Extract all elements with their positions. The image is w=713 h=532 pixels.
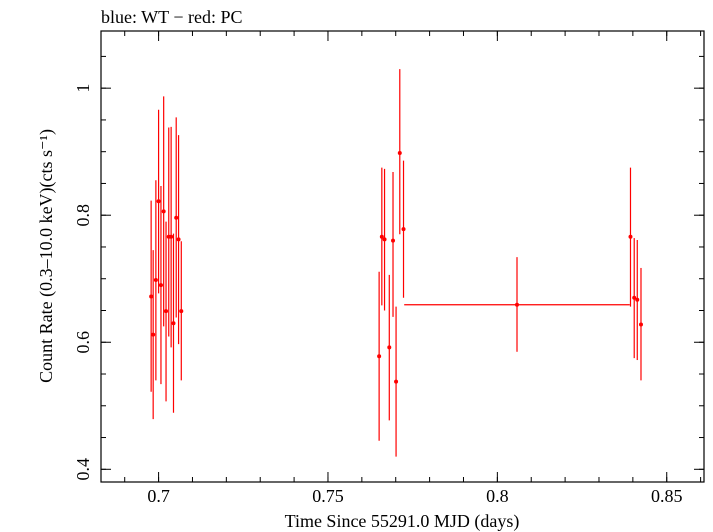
data-point (153, 180, 158, 381)
data-marker (179, 309, 184, 314)
data-point (632, 238, 637, 359)
data-marker (635, 297, 640, 302)
x-tick-label: 0.8 (486, 486, 509, 506)
data-marker (628, 234, 633, 239)
data-marker (174, 215, 179, 220)
y-axis-label: Count Rate (0.3–10.0 keV)(cts s⁻¹) (36, 129, 57, 383)
x-axis: 0.7 0.75 0.8 0.85 (124, 31, 702, 506)
data-marker (401, 227, 406, 232)
data-point (377, 271, 382, 441)
data-point (379, 167, 384, 306)
y-tick-label: 0.4 (73, 458, 93, 481)
y-tick-label: 1 (73, 84, 93, 93)
data-point (628, 167, 633, 307)
data-point (404, 257, 630, 352)
data-marker (391, 238, 396, 243)
data-marker (382, 237, 387, 242)
data-marker (161, 209, 166, 214)
data-marker (638, 322, 643, 327)
data-point (387, 274, 392, 421)
data-marker (387, 345, 392, 350)
data-point (401, 160, 406, 298)
data-point (151, 250, 156, 420)
chart-title: blue: WT − red: PC (101, 7, 242, 27)
data-marker (153, 278, 158, 283)
y-axis: 0.4 0.6 0.8 1 (73, 55, 704, 481)
data-marker (397, 150, 402, 155)
series-pc (149, 69, 643, 457)
data-marker (151, 332, 156, 337)
data-point (166, 127, 171, 337)
data-marker (377, 354, 382, 359)
data-point (638, 267, 643, 381)
data-marker (515, 302, 520, 307)
data-point (391, 172, 396, 317)
x-tick-label: 0.7 (147, 486, 170, 506)
data-point (158, 185, 163, 385)
data-point (382, 168, 387, 311)
data-point (635, 239, 640, 361)
data-marker (394, 379, 399, 384)
data-marker (176, 237, 181, 242)
data-marker (149, 294, 154, 299)
data-point (161, 96, 166, 327)
data-point (394, 306, 399, 457)
data-point (156, 109, 161, 294)
data-point (171, 233, 176, 413)
data-point (397, 69, 402, 235)
data-point (179, 241, 184, 381)
data-point (169, 126, 174, 348)
x-tick-label: 0.75 (312, 486, 344, 506)
data-marker (158, 283, 163, 288)
data-point (149, 200, 154, 392)
x-tick-label: 0.85 (651, 486, 683, 506)
data-marker (169, 234, 174, 239)
y-tick-label: 0.6 (73, 331, 93, 354)
data-point (176, 135, 181, 345)
data-marker (164, 309, 169, 314)
data-point (164, 221, 169, 402)
data-marker (156, 199, 161, 204)
data-marker (632, 295, 637, 300)
y-tick-label: 0.8 (73, 204, 93, 227)
data-point (174, 117, 179, 318)
data-marker (379, 234, 384, 239)
plot-frame (100, 30, 705, 483)
data-marker (171, 321, 176, 326)
x-axis-label: Time Since 55291.0 MJD (days) (285, 511, 520, 532)
